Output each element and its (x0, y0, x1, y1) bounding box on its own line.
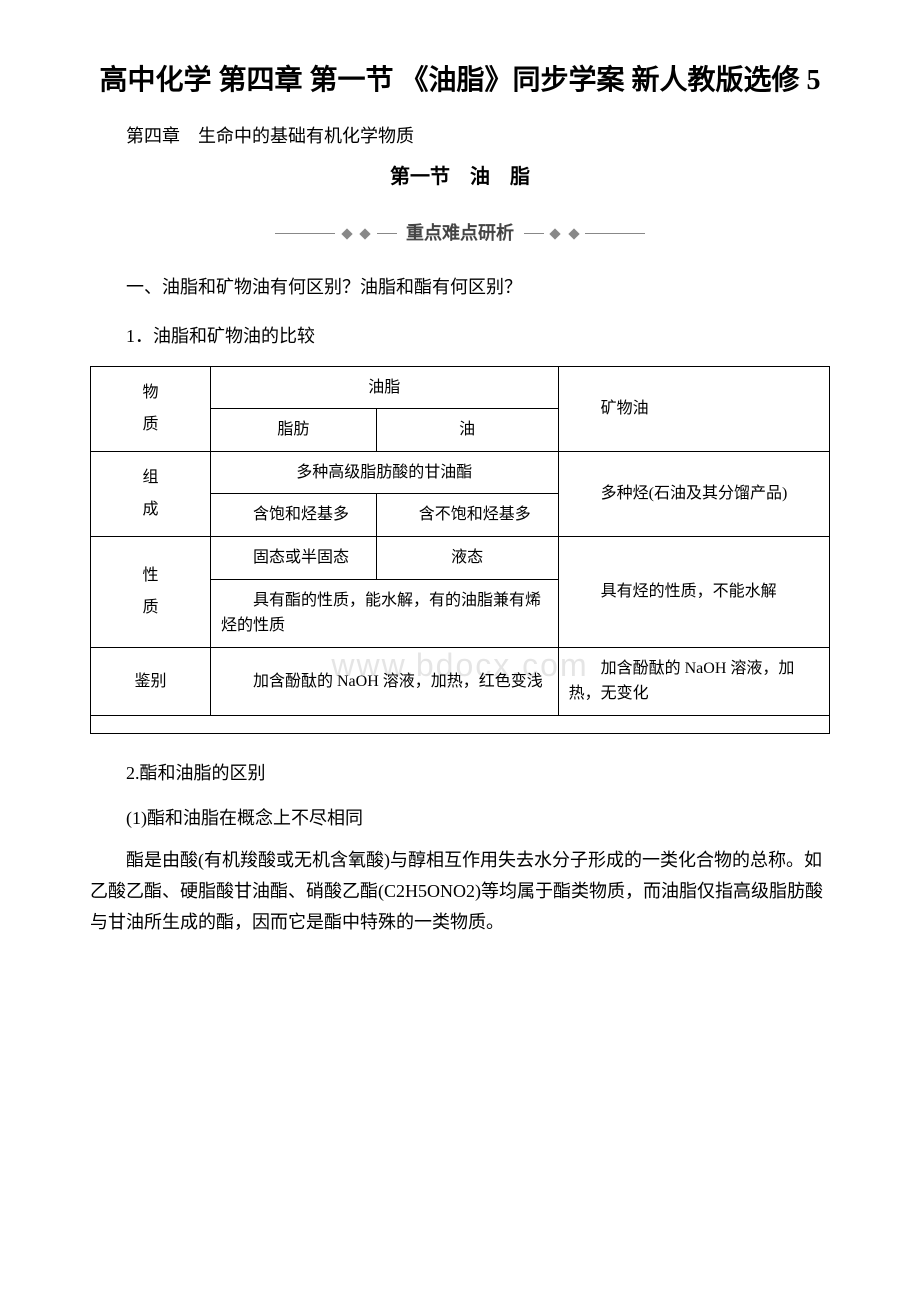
char: 质 (142, 595, 158, 621)
identify-oil-fat: 加含酚酞的 NaOH 溶液，加热，红色变浅 (211, 647, 559, 715)
deco-diamond-icon (341, 228, 352, 239)
section-title: 第一节 油 脂 (90, 161, 830, 193)
chapter-heading: 第四章 生命中的基础有机化学物质 (90, 122, 830, 151)
deco-line-right (585, 233, 645, 234)
deco-line-left (275, 233, 335, 234)
header-oil: 油 (376, 409, 558, 452)
decorative-heading: 重点难点研析 (90, 218, 830, 248)
decorative-heading-text: 重点难点研析 (406, 223, 514, 243)
identify-mineral: 加含酚酞的 NaOH 溶液，加热，无变化 (558, 647, 829, 715)
empty-cell (91, 716, 830, 734)
char: 成 (142, 497, 158, 523)
deco-diamond-icon (359, 228, 370, 239)
row-label-property: 性 质 (91, 537, 211, 648)
document-title: 高中化学 第四章 第一节 《油脂》同步学案 新人教版选修 5 (90, 60, 830, 102)
header-oil-fat: 油脂 (211, 366, 559, 409)
paragraph-2: 酯是由酸(有机羧酸或无机含氧酸)与醇相互作用失去水分子形成的一类化合物的总称。如… (90, 845, 830, 937)
char: 质 (142, 412, 158, 438)
row-label-composition: 组 成 (91, 451, 211, 536)
property-merged: 具有酯的性质，能水解，有的油脂兼有烯烃的性质 (211, 579, 559, 647)
property-fat-state: 固态或半固态 (211, 537, 377, 580)
deco-diamond-icon (568, 228, 579, 239)
deco-line-short (377, 233, 397, 234)
composition-mineral: 多种烃(石油及其分馏产品) (558, 451, 829, 536)
char: 物 (142, 380, 158, 406)
table-row: 组 成 多种高级脂肪酸的甘油酯 多种烃(石油及其分馏产品) (91, 451, 830, 494)
paragraph-1: (1)酯和油脂在概念上不尽相同 (90, 803, 830, 834)
property-mineral: 具有烃的性质，不能水解 (558, 537, 829, 648)
header-fat: 脂肪 (211, 409, 377, 452)
composition-fat: 含饱和烃基多 (211, 494, 377, 537)
table-row: 性 质 固态或半固态 液态 具有烃的性质，不能水解 (91, 537, 830, 580)
deco-line-short (524, 233, 544, 234)
deco-diamond-icon (549, 228, 560, 239)
composition-merged: 多种高级脂肪酸的甘油酯 (211, 451, 559, 494)
char: 组 (142, 465, 158, 491)
main-question: 一、油脂和矿物油有何区别？油脂和酯有何区别？ (90, 273, 830, 302)
table-row: 物 质 油脂 矿物油 (91, 366, 830, 409)
comparison-table: 物 质 油脂 矿物油 脂肪 油 组 成 多种高级脂肪酸的甘油酯 多种烃(石油及其… (90, 366, 830, 734)
table-row: 鉴别 加含酚酞的 NaOH 溶液，加热，红色变浅 加含酚酞的 NaOH 溶液，加… (91, 647, 830, 715)
sub-heading-1: 1．油脂和矿物油的比较 (90, 322, 830, 351)
char: 性 (142, 563, 158, 589)
table-row-empty (91, 716, 830, 734)
property-oil-state: 液态 (376, 537, 558, 580)
sub-heading-2: 2.酯和油脂的区别 (90, 759, 830, 788)
header-mineral: 矿物油 (558, 366, 829, 451)
row-label-identify: 鉴别 (91, 647, 211, 715)
composition-oil: 含不饱和烃基多 (376, 494, 558, 537)
row-label-substance: 物 质 (91, 366, 211, 451)
